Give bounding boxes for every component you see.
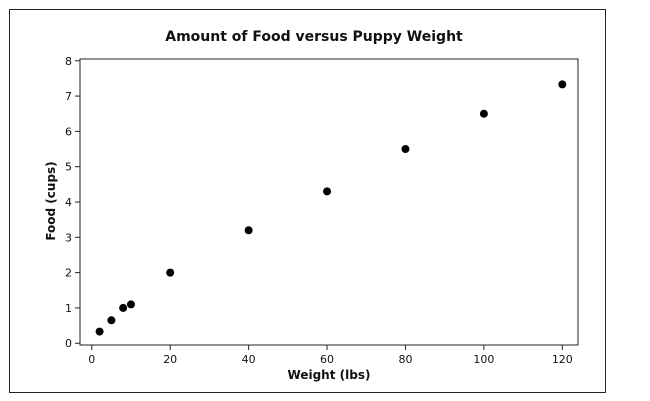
data-point bbox=[119, 303, 128, 312]
y-tick-label: 5 bbox=[65, 161, 72, 174]
y-tick-label: 3 bbox=[65, 231, 72, 244]
data-point bbox=[95, 327, 104, 336]
x-tick-label: 0 bbox=[88, 353, 95, 366]
x-axis: 0 20 40 60 80 100 120 bbox=[88, 345, 573, 366]
data-point bbox=[166, 268, 175, 277]
y-tick-label: 6 bbox=[65, 125, 72, 138]
y-axis: 0 1 2 3 4 5 6 7 8 bbox=[65, 55, 80, 350]
data-point bbox=[558, 80, 567, 89]
x-tick-label: 40 bbox=[242, 353, 256, 366]
y-tick-label: 8 bbox=[65, 55, 72, 68]
x-tick-label: 100 bbox=[473, 353, 494, 366]
data-point bbox=[126, 300, 135, 309]
x-axis-label: Weight (lbs) bbox=[288, 368, 371, 382]
y-tick-label: 7 bbox=[65, 90, 72, 103]
data-point bbox=[244, 226, 253, 235]
plot-area bbox=[79, 58, 579, 346]
data-point bbox=[323, 187, 332, 196]
y-axis-label: Food (cups) bbox=[44, 161, 58, 240]
y-tick-label: 0 bbox=[65, 337, 72, 350]
x-tick-label: 20 bbox=[163, 353, 177, 366]
chart-frame bbox=[9, 9, 606, 393]
data-points bbox=[95, 80, 567, 336]
data-point bbox=[107, 316, 116, 325]
chart-title: Amount of Food versus Puppy Weight bbox=[165, 29, 463, 45]
data-point bbox=[479, 109, 488, 118]
x-tick-label: 120 bbox=[552, 353, 573, 366]
x-tick-label: 80 bbox=[398, 353, 412, 366]
x-tick-label: 60 bbox=[320, 353, 334, 366]
data-point bbox=[401, 145, 410, 154]
y-tick-label: 1 bbox=[65, 302, 72, 315]
y-tick-label: 4 bbox=[65, 196, 72, 209]
y-tick-label: 2 bbox=[65, 267, 72, 280]
